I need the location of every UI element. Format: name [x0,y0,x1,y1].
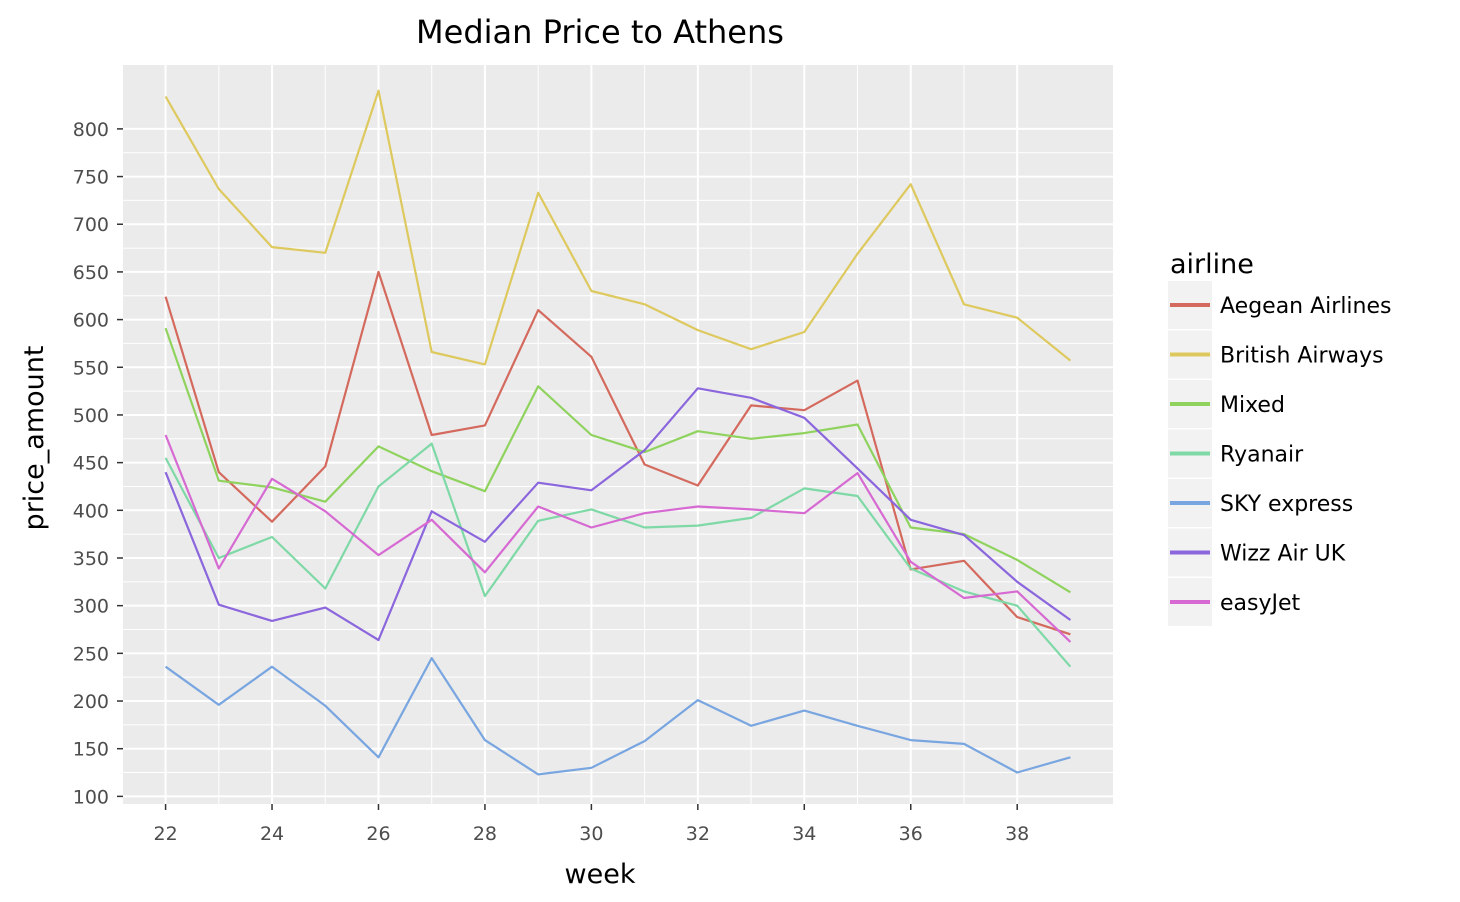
x-tick-label: 38 [1005,823,1029,845]
series-line-sky-express [164,656,1071,776]
x-axis: 22 24 26 28 30 32 34 36 38 [153,804,1029,845]
y-tick-label: 550 [73,357,109,379]
series-line-british-airways [164,89,1072,366]
y-tick-label: 250 [73,643,109,665]
y-tick-label: 400 [73,500,109,522]
legend-label-british-airways: British Airways [1220,344,1384,369]
series-line-mixed [164,327,1071,594]
y-axis: 100 150 200 250 300 350 400 450 500 550 600 650 700 7… [73,119,123,808]
y-tick-label: 750 [73,167,109,189]
series-line-easyjet [164,434,1072,643]
series-line-ryanair [164,442,1072,668]
x-tick-label: 24 [260,823,284,845]
y-tick-label: 150 [73,739,109,761]
y-tick-label: 600 [73,310,109,332]
y-tick-label: 700 [73,214,109,236]
plot-panel [123,65,1113,804]
x-tick-label: 28 [473,823,497,845]
y-tick-label: 650 [73,262,109,284]
series-line-wizz-air-uk [164,387,1072,642]
y-tick-label: 500 [73,405,109,427]
legend-label-sky-express: SKY express [1220,492,1353,517]
x-tick-label: 26 [366,823,390,845]
legend-label-wizz-air-uk: Wizz Air UK [1220,542,1346,567]
legend: airline Aegean Airlines British Airways Mi… [1168,249,1392,626]
legend-label-easyjet: easyJet [1220,591,1301,616]
x-axis-title: week [565,859,636,890]
legend-label-ryanair: Ryanair [1220,443,1304,468]
grid-minor [123,65,1113,804]
y-tick-label: 350 [73,548,109,570]
chart-title: Median Price to Athens [416,13,784,51]
y-tick-label: 300 [73,596,109,618]
series-lines [164,89,1072,776]
legend-title: airline [1170,249,1254,280]
x-tick-label: 30 [579,823,603,845]
legend-label-aegean-airlines: Aegean Airlines [1220,294,1392,319]
x-tick-label: 22 [153,823,177,845]
y-tick-label: 200 [73,691,109,713]
x-tick-label: 34 [792,823,816,845]
y-tick-label: 100 [73,786,109,808]
y-tick-label: 800 [73,119,109,141]
x-tick-label: 32 [686,823,710,845]
grid-major [123,65,1113,804]
y-axis-title: price_amount [19,346,50,531]
y-tick-label: 450 [73,453,109,475]
x-tick-label: 36 [899,823,923,845]
legend-label-mixed: Mixed [1220,393,1285,418]
